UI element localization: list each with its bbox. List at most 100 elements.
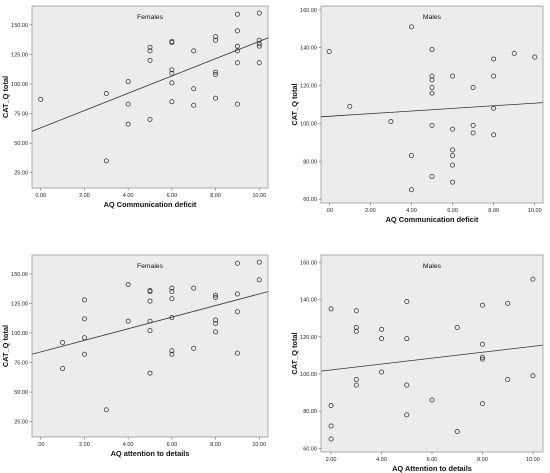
data-point — [213, 69, 219, 75]
x-tick-label: 6.00 — [447, 208, 458, 214]
y-tick-label: 100.00 — [300, 121, 317, 127]
data-point — [103, 158, 109, 164]
x-tick-label: 8.00 — [488, 208, 499, 214]
data-point — [234, 260, 240, 266]
data-point — [404, 382, 410, 388]
data-point — [347, 103, 353, 109]
data-point — [81, 316, 87, 322]
x-axis-title: AQ Attention to details — [392, 464, 472, 473]
data-point — [213, 95, 219, 101]
regression-line — [31, 37, 269, 132]
x-tick-label: 10.00 — [252, 442, 266, 448]
y-tick-label: 50.00 — [14, 141, 28, 147]
data-point — [429, 122, 435, 128]
y-tick-label: 25.00 — [14, 171, 28, 177]
data-point — [169, 40, 175, 46]
chart-panel-1: 0.00 2.00 4.00 6.00 8.00 10.00 25.00 50.00 75.00… — [1, 5, 269, 209]
data-point — [450, 179, 456, 185]
x-tick-label: 10.00 — [526, 457, 540, 463]
plot-area — [320, 254, 544, 453]
data-point — [388, 119, 394, 125]
data-point — [408, 187, 414, 193]
y-tick-label: 140.00 — [300, 46, 317, 52]
y-tick-label: 140.00 — [300, 298, 317, 304]
x-tick-label: 0.00 — [35, 193, 46, 199]
data-point — [147, 116, 153, 122]
data-point — [429, 174, 435, 179]
data-point — [429, 84, 435, 90]
data-point — [505, 377, 511, 382]
y-tick-label: 75.00 — [14, 112, 28, 118]
y-tick-label: 100.00 — [11, 331, 28, 337]
x-tick-label: 6.00 — [166, 442, 177, 448]
chart-title: Females — [137, 14, 164, 21]
data-point — [328, 436, 334, 442]
chart-title: Males — [423, 14, 442, 21]
data-point — [234, 350, 240, 356]
y-tick-label: 150.00 — [11, 272, 28, 278]
data-point — [479, 356, 485, 362]
data-point — [530, 373, 536, 379]
y-tick-label: 80.00 — [303, 159, 317, 165]
y-tick-label: 160.00 — [300, 8, 317, 14]
data-point — [379, 336, 385, 342]
y-tick-label: 60.00 — [303, 197, 317, 203]
y-tick-label: 50.00 — [14, 390, 28, 396]
data-point — [479, 302, 485, 308]
y-tick-label: 160.00 — [300, 260, 317, 266]
x-tick-label: 4.00 — [123, 193, 134, 199]
data-point — [408, 24, 414, 30]
data-point — [213, 34, 219, 40]
data-point — [491, 105, 497, 111]
data-point — [191, 48, 197, 54]
data-point — [379, 369, 385, 375]
data-point — [256, 10, 262, 16]
data-point — [256, 37, 262, 43]
data-point — [328, 306, 334, 312]
data-point — [450, 147, 456, 153]
y-tick-label: 125.00 — [11, 52, 28, 58]
data-point — [234, 309, 240, 315]
data-point — [169, 348, 175, 354]
data-point — [454, 429, 460, 435]
x-tick-label: 10.00 — [528, 208, 542, 214]
y-tick-label: 60.00 — [303, 446, 317, 452]
data-point — [328, 403, 334, 409]
data-point — [328, 423, 334, 429]
data-point — [454, 325, 460, 330]
regression-line — [320, 102, 544, 118]
data-point — [256, 60, 262, 66]
data-point — [169, 351, 175, 357]
data-point — [213, 72, 219, 78]
data-point — [530, 276, 536, 282]
data-point — [147, 328, 153, 334]
data-point — [125, 282, 131, 288]
x-tick-label: 8.00 — [477, 457, 488, 463]
y-axis-title: CAT_Q total — [1, 76, 10, 118]
regression-line — [320, 344, 544, 372]
data-point — [169, 67, 175, 73]
chart-title: Males — [423, 263, 442, 270]
data-point — [429, 47, 435, 53]
data-point — [169, 285, 175, 291]
y-tick-label: 120.00 — [300, 84, 317, 90]
data-point — [81, 335, 87, 341]
x-tick-label: 6.00 — [166, 193, 177, 199]
data-point — [491, 132, 497, 138]
x-tick-label: 2.00 — [365, 208, 376, 214]
data-point — [81, 297, 87, 303]
data-point — [169, 99, 175, 105]
data-point — [169, 296, 175, 302]
data-point — [234, 101, 240, 107]
data-point — [379, 326, 385, 332]
data-point — [404, 412, 410, 418]
data-point — [234, 60, 240, 66]
data-point — [103, 407, 109, 413]
chart-panel-4: 2.00 4.00 6.00 8.00 10.00 60.00 80.00 100.00 120… — [290, 254, 544, 473]
data-point — [450, 73, 456, 79]
data-point — [353, 325, 359, 330]
data-point — [429, 397, 435, 403]
data-point — [169, 315, 175, 321]
